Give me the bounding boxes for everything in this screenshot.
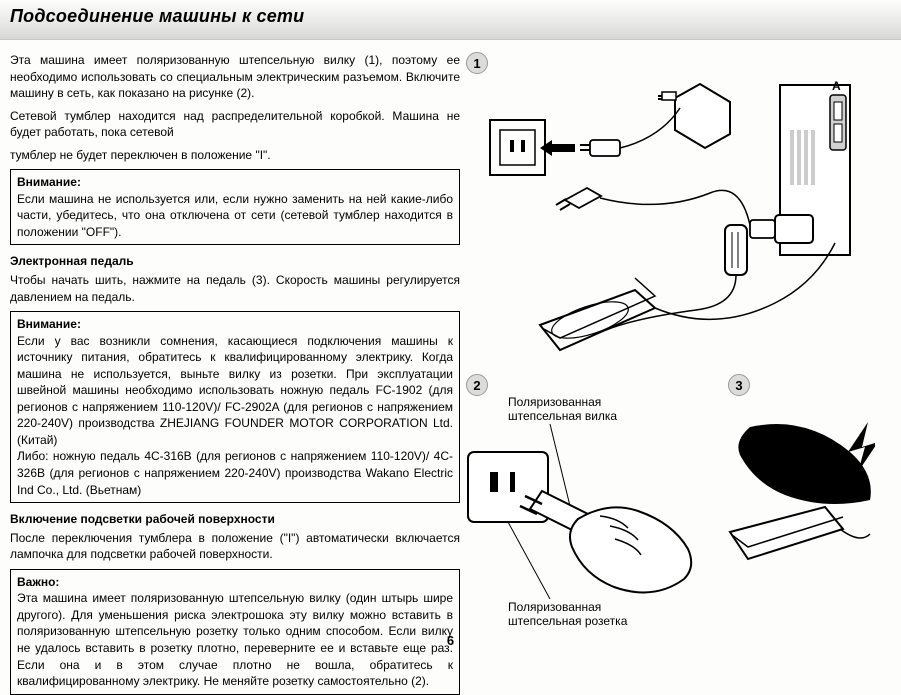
- manual-page: Подсоединение машины к сети Эта машина и…: [0, 0, 901, 652]
- pedal-paragraph: Чтобы начать шить, нажмите на педаль (3)…: [10, 272, 460, 305]
- warning-box-2: Внимание: Если у вас возникли сомнения, …: [10, 311, 460, 503]
- plug-hand-diagram-icon: [460, 424, 715, 599]
- important-body: Эта машина имеет поляризованную штепсель…: [17, 590, 453, 689]
- figure-callout-2: 2: [466, 374, 488, 396]
- intro-paragraph-1: Эта машина имеет поляризованную штепсель…: [10, 52, 460, 102]
- right-column: 1 A: [460, 52, 880, 628]
- pedal-heading: Электронная педаль: [10, 253, 460, 270]
- svg-text:A: A: [832, 79, 841, 93]
- figure-3: [720, 417, 875, 577]
- important-title: Важно:: [17, 575, 59, 589]
- page-title: Подсоединение машины к сети: [10, 6, 891, 27]
- left-column: Эта машина имеет поляризованную штепсель…: [10, 52, 460, 628]
- warning-body-2b: Либо: ножную педаль 4C-316B (для регионо…: [17, 448, 453, 498]
- plug-label: Поляризованная штепсельная вилка: [508, 395, 658, 423]
- intro-paragraph-2b: тумблер не будет переключен в положение …: [10, 147, 460, 164]
- important-box: Важно: Эта машина имеет поляризованную ш…: [10, 569, 460, 695]
- warning-body-2: Если у вас возникли сомнения, касающиеся…: [17, 333, 453, 449]
- foot-pedal-diagram-icon: [720, 417, 875, 577]
- warning-box-1: Внимание: Если машина не используется ил…: [10, 169, 460, 245]
- content-columns: Эта машина имеет поляризованную штепсель…: [0, 40, 901, 628]
- light-paragraph: После переключения тумблера в положение …: [10, 530, 460, 563]
- connection-diagram-icon: A: [480, 70, 860, 360]
- figure-2: [460, 424, 715, 599]
- warning-title-2: Внимание:: [17, 317, 81, 331]
- warning-title-1: Внимание:: [17, 175, 81, 189]
- figure-1: A: [480, 70, 860, 360]
- figure-callout-3: 3: [728, 374, 750, 396]
- socket-label: Поляризованная штепсельная розетка: [508, 600, 668, 628]
- page-number: 6: [447, 633, 454, 648]
- light-heading: Включение подсветки рабочей поверхности: [10, 511, 460, 528]
- page-header: Подсоединение машины к сети: [0, 0, 901, 40]
- intro-paragraph-2: Сетевой тумблер находится над распредели…: [10, 108, 460, 141]
- warning-body-1: Если машина не используется или, если ну…: [17, 191, 453, 241]
